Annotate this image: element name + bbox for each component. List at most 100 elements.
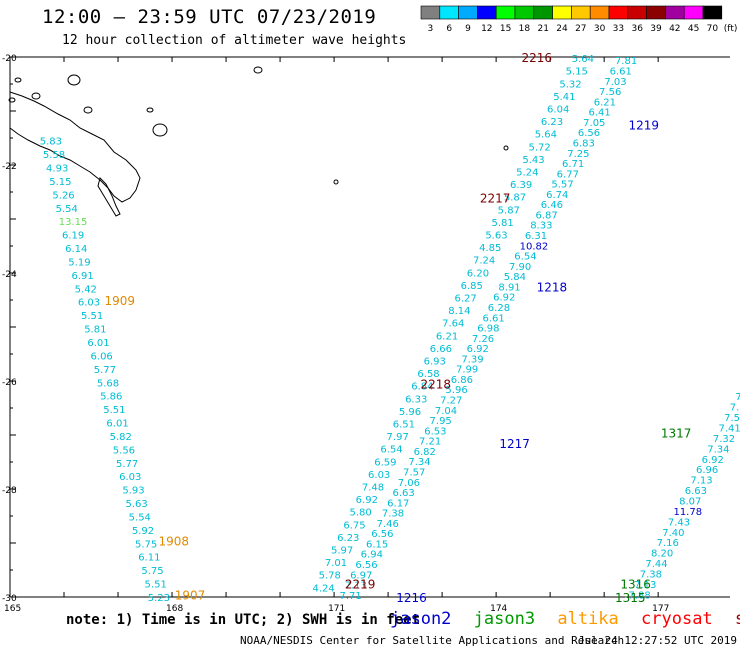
legend-label-42: 42 <box>669 24 680 34</box>
wave-height-A: 6.01 <box>106 419 128 430</box>
islet-1 <box>31 92 41 100</box>
pass-time-1907: 1907 <box>175 588 206 602</box>
wave-height-C: 6.94 <box>361 550 383 561</box>
wave-height-C: 6.15 <box>366 539 388 550</box>
page-title: 12:00 — 23:59 UTC 07/23/2019 <box>42 6 377 28</box>
wave-height-C: 6.56 <box>371 529 393 540</box>
legend-swatch-30 <box>589 5 610 20</box>
pass-time-2216: 2216 <box>522 51 553 65</box>
lon-label-165: 165 <box>4 604 21 614</box>
legend-swatch-9 <box>458 5 478 20</box>
wave-height-B: 5.32 <box>559 79 581 90</box>
wave-height-C: 7.38 <box>382 509 404 520</box>
wave-height-D: 7.54 <box>724 413 740 424</box>
wave-height-B: 5.87 <box>498 205 520 216</box>
wave-height-B: 6.75 <box>343 520 365 531</box>
wave-height-D: 8.07 <box>679 496 701 507</box>
pass-time-1909: 1909 <box>105 294 136 308</box>
legend-swatch-24 <box>552 5 572 20</box>
legend-swatch-45 <box>683 5 704 20</box>
legend-swatch-18 <box>514 5 535 20</box>
wave-height-B: 5.63 <box>485 230 507 241</box>
wave-height-C: 6.28 <box>488 303 510 314</box>
wave-height-C: 6.21 <box>594 97 616 108</box>
map-grid <box>9 56 730 598</box>
wave-height-B: 6.51 <box>393 419 415 430</box>
wave-height-C: 7.39 <box>461 354 483 365</box>
satellite-tracks: 5.83 5.58 4.93 5.15 5.26 5.54 13.15 6.19 6.14 5.1… <box>40 54 740 604</box>
pass-time-1219: 1219 <box>628 119 659 133</box>
legend-label-24: 24 <box>556 24 568 34</box>
wave-height-A: 5.93 <box>122 486 144 497</box>
wave-height-A: 5.86 <box>100 392 122 403</box>
wave-height-D: 7.41 <box>718 424 740 435</box>
wave-height-C: 6.82 <box>414 447 436 458</box>
wave-height-C: 6.86 <box>451 375 473 386</box>
wave-height-D: 6.96 <box>696 465 718 476</box>
islet-8 <box>333 179 339 185</box>
wave-height-A: 5.19 <box>68 257 90 268</box>
wave-height-C: 6.56 <box>355 560 377 571</box>
wave-height-C: 7.21 <box>419 437 441 448</box>
islet-3 <box>83 106 93 114</box>
wave-height-C: 7.56 <box>599 87 621 98</box>
wave-height-A: 6.19 <box>62 231 84 242</box>
pass-time-1908: 1908 <box>159 534 190 548</box>
wave-height-B: 5.43 <box>522 155 544 166</box>
wave-height-C: 7.71 <box>339 591 361 602</box>
wave-height-B: 5.81 <box>491 218 513 229</box>
islet-9 <box>14 77 22 83</box>
sat-jason2: jason2 <box>390 609 452 629</box>
wave-height-C: 10.82 <box>520 241 549 252</box>
wave-height-A: 5.92 <box>132 526 154 537</box>
units-note: note: 1) Time is in UTC; 2) SWH is in fe… <box>66 612 421 628</box>
sat-cryosat: cryosat <box>641 609 713 629</box>
pass-time-1216: 1216 <box>396 591 427 605</box>
pass-time-1217: 1217 <box>499 437 530 451</box>
wave-height-B: 5.24 <box>516 167 538 178</box>
wave-height-C: 8.33 <box>530 221 552 232</box>
wave-height-C: 6.41 <box>588 108 610 119</box>
islet-4 <box>152 123 168 137</box>
map-tick-labels: 165 168 171 174 177 -20 -22 -24 -26 -28 -30 <box>2 54 669 614</box>
wave-height-B: 6.23 <box>541 117 563 128</box>
wave-height-B: 7.24 <box>473 256 495 267</box>
wave-height-D: 7.42 <box>735 392 740 403</box>
sat-jason3: jason3 <box>473 609 536 629</box>
wave-height-D: 7.38 <box>640 569 662 580</box>
legend-label-70: 70 <box>707 24 719 34</box>
wave-height-A: 5.51 <box>145 580 167 591</box>
legend-label-36: 36 <box>631 24 643 34</box>
wave-height-B: 6.33 <box>405 394 427 405</box>
wave-height-A: 5.42 <box>75 284 97 295</box>
legend-label-18: 18 <box>519 24 531 34</box>
wave-height-C: 6.53 <box>424 426 446 437</box>
legend-swatch-12 <box>477 5 497 20</box>
wave-height-C: 6.54 <box>514 252 536 263</box>
wave-height-A: 5.77 <box>94 365 116 376</box>
wave-height-C: 5.57 <box>551 180 573 191</box>
wave-height-C: 7.25 <box>567 149 589 160</box>
wave-height-C: 6.83 <box>573 138 595 149</box>
wave-height-B: 5.96 <box>399 407 421 418</box>
islet-2 <box>67 74 81 86</box>
wave-height-B: 5.87 <box>504 193 526 204</box>
legend-swatch-33 <box>608 5 629 20</box>
coastline <box>8 66 509 217</box>
wave-height-B: 7.48 <box>362 482 384 493</box>
islet-6 <box>253 66 263 74</box>
wave-height-B: 4.24 <box>312 583 334 594</box>
wave-height-B: 6.20 <box>467 268 489 279</box>
wave-height-B: 6.93 <box>424 356 446 367</box>
wave-height-C: 6.61 <box>483 313 505 324</box>
legend-label-45: 45 <box>688 24 699 34</box>
new-caledonia-coast <box>9 91 141 203</box>
wave-height-B: 7.64 <box>442 319 464 330</box>
wave-height-A: 5.54 <box>56 204 78 215</box>
wave-height-A: 6.03 <box>78 298 100 309</box>
legend-swatch-15 <box>495 5 516 20</box>
legend-swatch-6 <box>439 5 459 20</box>
wave-height-B: 5.64 <box>572 54 594 65</box>
lat-label--24: -24 <box>2 270 17 280</box>
wave-height-D: 7.88 <box>628 590 650 601</box>
